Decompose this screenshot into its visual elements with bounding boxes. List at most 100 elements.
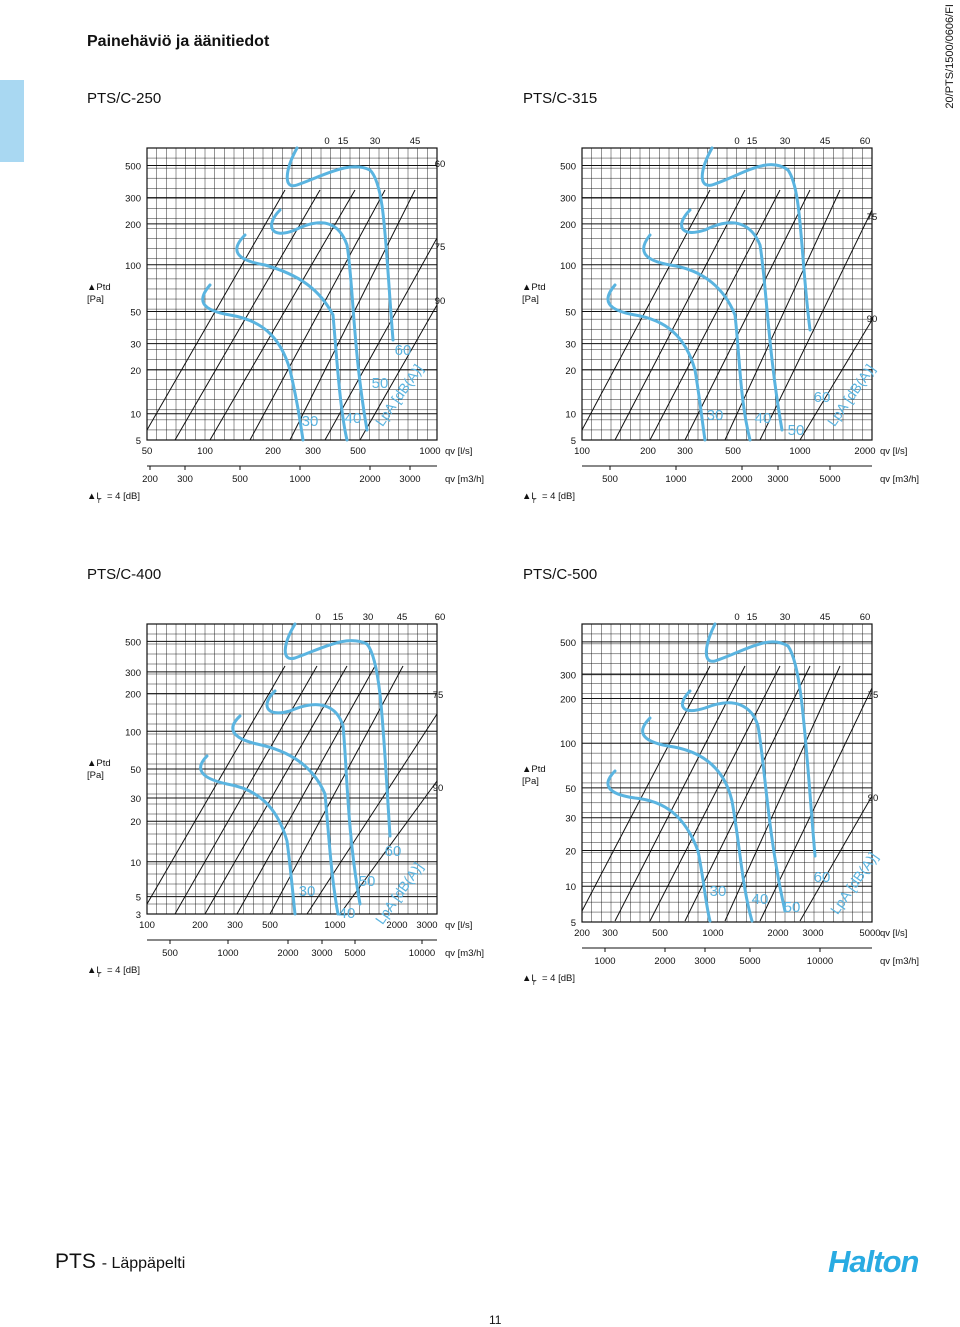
y-axis-unit: [Pa] [87, 294, 104, 305]
y-tick-label: 50 [565, 308, 576, 319]
angle-label: 75 [867, 212, 878, 223]
y-tick-label: 200 [560, 220, 576, 231]
y-tick-label: 20 [565, 366, 576, 377]
chart-title-c315: PTS/C-315 [523, 90, 598, 107]
sound-level-curve [641, 716, 754, 923]
y-axis-unit: [Pa] [522, 776, 539, 787]
sound-level-curve [270, 208, 369, 432]
sound-level-label: 30 [710, 883, 727, 900]
sound-level-curve [642, 233, 752, 442]
damper-angle-line [306, 713, 438, 915]
x-unit-ls: qv [l/s] [880, 928, 907, 939]
angle-label: 45 [820, 612, 831, 623]
y-tick-label: 20 [130, 366, 141, 377]
sound-level-label: 40 [755, 410, 772, 427]
page-title: Painehäviö ja äänitiedot [87, 33, 270, 50]
chart-diagonals [581, 189, 873, 441]
y-tick-label: 20 [130, 817, 141, 828]
chart-title-c250: PTS/C-250 [87, 90, 162, 107]
delta-sub: r [98, 972, 101, 979]
x-unit-m3h: qv [m3/h] [880, 474, 919, 485]
chart-major-grid [147, 165, 437, 415]
y-tick-label: 100 [560, 261, 576, 272]
chart-grid [582, 148, 872, 440]
delta-value: = 4 [dB] [542, 491, 575, 502]
damper-angle-line [249, 189, 386, 441]
y-tick-label: 500 [125, 162, 141, 173]
x-tick-label-m3h: 3000 [767, 474, 788, 485]
y-tick-label: 3 [136, 910, 141, 921]
angle-label: 45 [410, 136, 421, 147]
sound-level-label: 40 [345, 410, 362, 427]
y-tick-label: 500 [560, 638, 576, 649]
x-tick-label-m3h: 2000 [731, 474, 752, 485]
delta-sub: r [533, 498, 536, 505]
delta-sub: r [533, 980, 536, 987]
x-tick-label-ls: 2000 [386, 920, 407, 931]
chart-c500: 500 300 200 100 50 30 20 10 5 0 15 30 45 60 75 90 ▲Ptd [P… [520, 606, 920, 996]
x-tick-label-m3h: 10000 [807, 956, 833, 967]
sound-curves [201, 146, 395, 442]
x-tick-label-ls: 200 [265, 446, 281, 457]
x-tick-label-ls: 50 [142, 446, 153, 457]
x-tick-label-m3h: 5000 [739, 956, 760, 967]
sound-level-label: 60 [395, 342, 412, 359]
y-tick-label: 50 [565, 784, 576, 795]
sound-level-curve [235, 233, 349, 442]
y-tick-label: 300 [125, 194, 141, 205]
angle-label: 0 [734, 612, 739, 623]
footer-product: PTS - Läppäpelti [55, 1250, 185, 1274]
x-tick-label-m3h: 500 [232, 474, 248, 485]
angle-label: 30 [780, 612, 791, 623]
x-tick-label-m3h: 3000 [399, 474, 420, 485]
angle-label: 30 [370, 136, 381, 147]
damper-angle-line [799, 795, 873, 922]
delta-label: ▲L [87, 491, 102, 502]
y-tick-label: 500 [560, 162, 576, 173]
chart-grid [582, 624, 872, 922]
angle-label: 60 [860, 136, 871, 147]
x-tick-label-ls: 5000 [859, 928, 880, 939]
x-tick-label-ls: 200 [574, 928, 590, 939]
angle-label: 75 [435, 242, 446, 253]
damper-angle-line [649, 189, 781, 441]
sound-level-curve [201, 283, 305, 442]
y-tick-label: 5 [571, 918, 576, 929]
damper-angle-line [339, 780, 438, 915]
angle-label: 60 [860, 612, 871, 623]
y-tick-label: 5 [136, 893, 141, 904]
damper-angle-line [581, 665, 711, 912]
angle-label: 15 [338, 136, 349, 147]
x-tick-label-ls: 1000 [789, 446, 810, 457]
sound-level-label: 50 [372, 375, 389, 392]
y-tick-label: 30 [130, 794, 141, 805]
x-tick-label-m3h: 1000 [594, 956, 615, 967]
x-unit-ls: qv [l/s] [445, 446, 472, 457]
damper-angle-line [649, 665, 781, 922]
sound-level-curve [704, 622, 817, 858]
x-unit-m3h: qv [m3/h] [880, 956, 919, 967]
x-tick-label-ls: 1000 [324, 920, 345, 931]
delta-label: ▲L [522, 491, 537, 502]
x-tick-label-ls: 500 [262, 920, 278, 931]
x-tick-label-m3h: 200 [142, 474, 158, 485]
x-tick-label-ls: 2000 [854, 446, 875, 457]
sound-level-label: 30 [299, 883, 316, 900]
x-tick-label-m3h: 5000 [344, 948, 365, 959]
y-tick-label: 30 [565, 340, 576, 351]
chart-title-c400: PTS/C-400 [87, 566, 162, 583]
x-tick-label-ls: 2000 [767, 928, 788, 939]
footer-product-name: PTS [55, 1250, 96, 1273]
y-tick-label: 100 [560, 739, 576, 750]
angle-label: 45 [820, 136, 831, 147]
sound-curves [606, 146, 812, 442]
angle-label: 90 [433, 783, 444, 794]
halton-logo: Halton [828, 1244, 919, 1279]
sound-level-curve [680, 208, 784, 432]
x-tick-label-ls: 200 [640, 446, 656, 457]
x-tick-label-ls: 3000 [416, 920, 437, 931]
x-tick-label-ls: 100 [139, 920, 155, 931]
sound-level-label: 60 [814, 869, 831, 886]
